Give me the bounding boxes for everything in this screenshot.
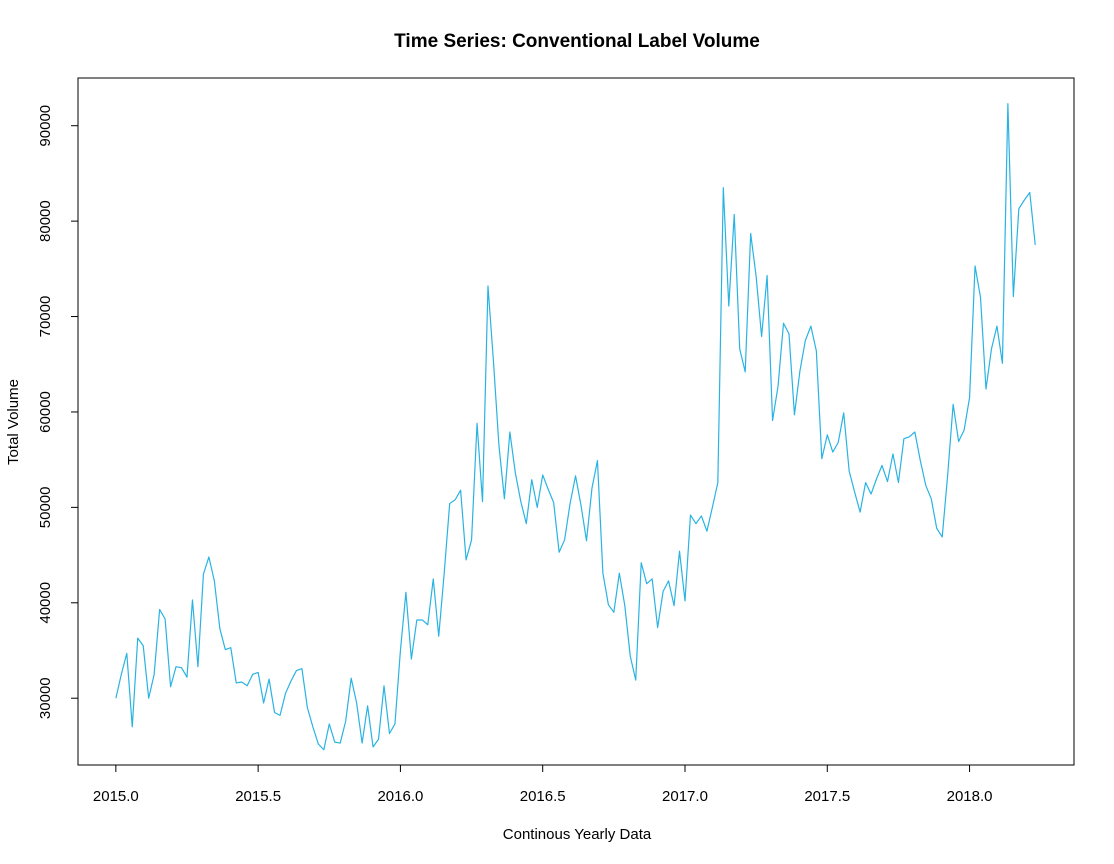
y-tick-label: 70000 [37,296,54,338]
x-tick-label: 2017.5 [804,788,850,805]
x-tick-label: 2018.0 [947,788,993,805]
x-tick-label: 2016.5 [520,788,566,805]
y-axis-label: Total Volume [5,379,22,465]
y-tick-label: 50000 [37,487,54,529]
x-tick-label: 2015.0 [93,788,139,805]
series-layer [115,103,1036,751]
y-tick-label: 90000 [37,105,54,147]
y-tick-label: 40000 [37,582,54,624]
chart-title: Time Series: Conventional Label Volume [394,31,760,52]
x-axis: 2015.0 2015.5 2016.0 2016.5 2017.0 2017.5 2018… [93,764,993,805]
x-tick-label: 2015.5 [235,788,281,805]
y-tick-label: 80000 [37,200,54,242]
x-axis-label: Continous Yearly Data [503,826,652,843]
series-line [115,103,1036,751]
x-tick-label: 2017.0 [662,788,708,805]
plot-frame [77,77,1075,766]
y-axis: 30000 40000 50000 60000 70000 80000 90000 [37,105,79,719]
x-tick-label: 2016.0 [377,788,423,805]
y-tick-label: 60000 [37,391,54,433]
y-tick-label: 30000 [37,677,54,719]
